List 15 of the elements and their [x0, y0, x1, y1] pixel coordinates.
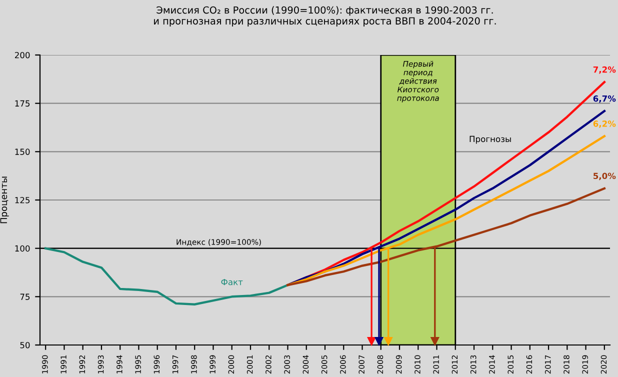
series-label: Факт	[221, 278, 243, 286]
y-axis-title: Проценты	[0, 176, 9, 224]
series-label: 6,2%	[593, 120, 616, 128]
chart-title: Эмиссия CO₂ в России (1990=100%): фактическая в 1990-2003 гг. и прогнозная при различных сценариях роста ВВП в 2004-2020 гг.	[154, 6, 496, 26]
y-tick-label: 200	[14, 52, 30, 58]
annotation: Прогнозы	[470, 136, 511, 144]
y-tick-label: 150	[15, 148, 30, 155]
series-label: 7,2%	[593, 66, 616, 74]
y-tick-label: 175	[15, 100, 30, 107]
y-tick-label: 125	[15, 196, 30, 204]
y-tick-label: 100	[15, 245, 30, 252]
y-tick-label: 75	[20, 294, 30, 300]
series-label: 5,0%	[594, 172, 616, 180]
y-tick-label: 50	[20, 342, 30, 348]
series-label: 6,7%	[593, 95, 616, 103]
